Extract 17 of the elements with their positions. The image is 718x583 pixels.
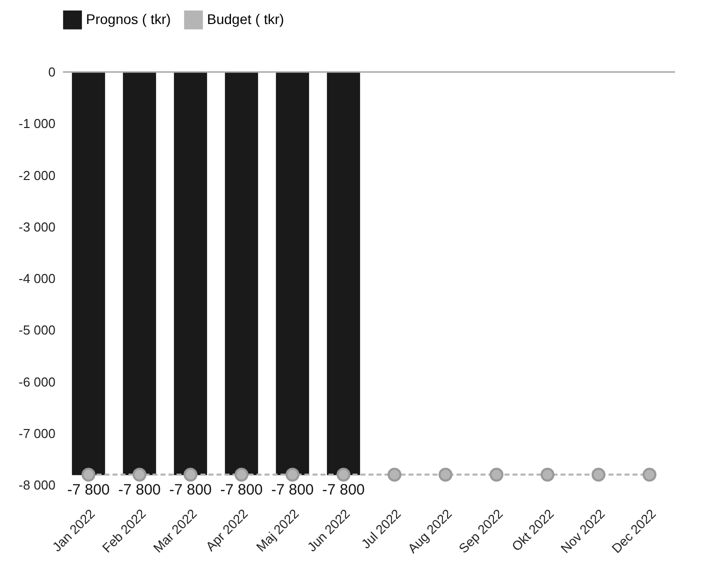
y-tick-label: -7 000 <box>18 426 56 441</box>
y-tick-label: -4 000 <box>18 271 56 286</box>
y-tick-label: -3 000 <box>18 219 56 234</box>
data-label: -7 800 <box>118 482 161 499</box>
y-tick-label: 0 <box>48 64 56 80</box>
y-tick-label: -8 000 <box>18 478 56 492</box>
data-label: -7 800 <box>220 482 263 499</box>
y-tick-label: -5 000 <box>18 322 56 338</box>
y-tick-label: -2 000 <box>18 168 56 183</box>
legend-label: Prognos ( tkr) <box>86 10 171 27</box>
data-label: -7 800 <box>322 482 365 499</box>
y-tick-label: -6 000 <box>18 374 56 390</box>
data-label: -7 800 <box>271 482 314 499</box>
data-label: -7 800 <box>67 482 110 499</box>
data-label: -7 800 <box>169 482 212 499</box>
legend-label: Budget ( tkr) <box>207 10 284 27</box>
y-tick-label: -1 000 <box>18 116 56 132</box>
